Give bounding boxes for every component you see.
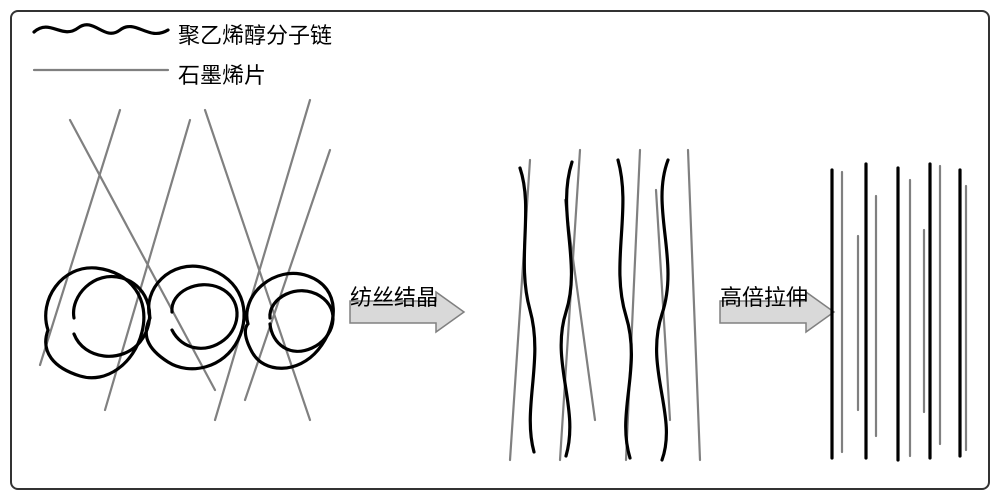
diagram-canvas: 聚乙烯醇分子链 石墨烯片 纺丝结晶 高倍拉伸	[0, 0, 1000, 500]
arrow2-label: 高倍拉伸	[720, 280, 808, 312]
legend-chain-label: 聚乙烯醇分子链	[178, 18, 332, 50]
legend-sheet-label: 石墨烯片	[178, 58, 266, 90]
diagram-svg	[0, 0, 1000, 500]
arrow1-label: 纺丝结晶	[350, 280, 438, 312]
